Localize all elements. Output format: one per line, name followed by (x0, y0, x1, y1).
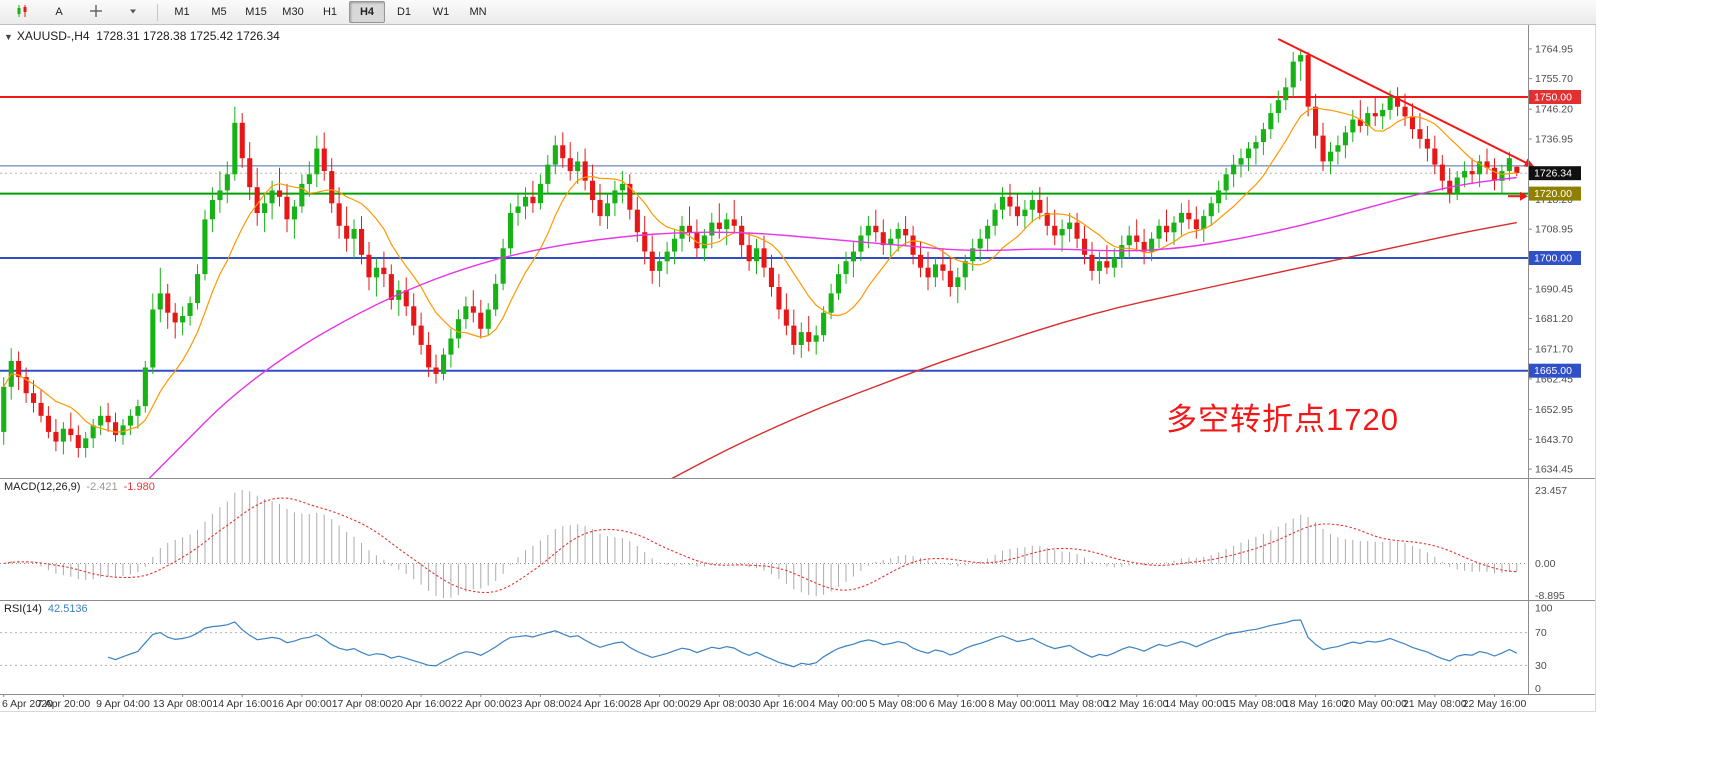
svg-text:22 May 16:00: 22 May 16:00 (1463, 698, 1527, 710)
timeframe-button-H4[interactable]: H4 (349, 1, 385, 23)
timeframe-button-H1[interactable]: H1 (322, 6, 338, 18)
svg-text:-8.895: -8.895 (1535, 590, 1565, 602)
indicators-dropdown-button[interactable] (115, 1, 151, 23)
svg-text:1726.34: 1726.34 (1534, 168, 1572, 180)
svg-text:1634.45: 1634.45 (1535, 464, 1573, 476)
svg-text:23 Apr 08:00: 23 Apr 08:00 (511, 698, 571, 710)
svg-text:1708.95: 1708.95 (1535, 224, 1573, 236)
svg-text:100: 100 (1535, 603, 1553, 615)
macd-indicator-label: MACD(12,26,9) -2.421 -1.980 (4, 481, 155, 493)
moving-averages-layer (3, 107, 1517, 478)
panel-separators[interactable] (0, 0, 1596, 712)
svg-text:14 May 00:00: 14 May 00:00 (1164, 698, 1228, 710)
svg-text:6 May 16:00: 6 May 16:00 (929, 698, 987, 710)
svg-text:70: 70 (1535, 627, 1547, 639)
rsi-name: RSI(14) (4, 603, 42, 615)
chart-symbol: XAUUSD-,H4 (16, 29, 90, 43)
price-badge (1529, 166, 1581, 181)
svg-text:15 May 08:00: 15 May 08:00 (1224, 698, 1288, 710)
svg-text:9 Apr 04:00: 9 Apr 04:00 (96, 698, 150, 710)
annotations-layer[interactable] (1277, 38, 1536, 201)
svg-text:1750.00: 1750.00 (1534, 92, 1572, 104)
svg-text:6 Apr 2020: 6 Apr 2020 (2, 698, 53, 710)
svg-text:30: 30 (1535, 660, 1547, 672)
svg-text:1671.70: 1671.70 (1535, 344, 1573, 356)
toolbar-separator (157, 3, 158, 21)
macd-name: MACD(12,26,9) (4, 481, 81, 493)
svg-text:17 Apr 08:00: 17 Apr 08:00 (332, 698, 392, 710)
svg-text:28 Apr 00:00: 28 Apr 00:00 (630, 698, 690, 710)
macd-signal-value: -1.980 (123, 481, 155, 493)
price-arrow-icon (1520, 191, 1528, 201)
svg-text:29 Apr 08:00: 29 Apr 08:00 (690, 698, 750, 710)
svg-text:7 Apr 20:00: 7 Apr 20:00 (37, 698, 91, 710)
svg-text:1755.70: 1755.70 (1535, 73, 1573, 85)
svg-text:20 May 00:00: 20 May 00:00 (1343, 698, 1407, 710)
svg-text:23.457: 23.457 (1535, 485, 1567, 497)
price-badge (1529, 251, 1581, 265)
timeframe-button-D1[interactable]: D1 (396, 6, 412, 18)
svg-text:1736.95: 1736.95 (1535, 134, 1573, 146)
chart-title: ▼ XAUUSD-,H4 1728.31 1728.38 1725.42 1726… (4, 29, 280, 43)
timeframe-button-W1[interactable]: W1 (432, 6, 450, 18)
toolbar: A M1 M5 M15 M30 H1 H4 D1 W1 MN (0, 0, 1596, 25)
svg-text:1700.00: 1700.00 (1534, 253, 1572, 265)
candles-icon (15, 4, 29, 21)
svg-text:18 May 16:00: 18 May 16:00 (1284, 698, 1348, 710)
svg-text:1681.20: 1681.20 (1535, 313, 1573, 325)
svg-text:1764.95: 1764.95 (1535, 43, 1573, 55)
chart-ohlc: 1728.31 1728.38 1725.42 1726.34 (96, 29, 280, 43)
svg-text:1643.70: 1643.70 (1535, 434, 1573, 446)
crosshair-button[interactable] (78, 1, 114, 23)
svg-text:0: 0 (1535, 683, 1541, 695)
chart-type-button[interactable] (4, 1, 40, 23)
trendline-arrowhead (1523, 158, 1535, 168)
svg-text:12 May 16:00: 12 May 16:00 (1105, 698, 1169, 710)
price-badge (1529, 363, 1581, 378)
svg-text:13 Apr 08:00: 13 Apr 08:00 (153, 698, 213, 710)
rsi-panel (0, 619, 1528, 668)
rsi-value: 42.5136 (47, 603, 88, 615)
timeframe-button-M5[interactable]: M5 (211, 6, 227, 18)
timeframe-button-M15[interactable]: M15 (245, 6, 267, 18)
price-badge (1529, 186, 1581, 201)
svg-text:1690.45: 1690.45 (1535, 283, 1573, 295)
svg-text:24 Apr 16:00: 24 Apr 16:00 (570, 698, 630, 710)
svg-text:22 Apr 00:00: 22 Apr 00:00 (451, 698, 511, 710)
svg-text:16 Apr 00:00: 16 Apr 00:00 (272, 698, 332, 710)
timeframe-button-M1[interactable]: M1 (174, 6, 190, 18)
svg-text:14 Apr 16:00: 14 Apr 16:00 (212, 698, 272, 710)
svg-text:1652.95: 1652.95 (1535, 404, 1573, 416)
rsi-indicator-label: RSI(14) 42.5136 (4, 603, 88, 615)
svg-text:21 May 08:00: 21 May 08:00 (1403, 698, 1467, 710)
svg-text:11 May 08:00: 11 May 08:00 (1046, 698, 1109, 710)
svg-text:30 Apr 16:00: 30 Apr 16:00 (749, 698, 809, 710)
svg-text:1746.20: 1746.20 (1535, 104, 1573, 116)
price-scale[interactable]: 1764.951755.701746.201736.951718.201708.… (1528, 43, 1581, 695)
trade-annotation-text: 多空转折点1720 (1166, 402, 1399, 437)
timeframe-group: M1 M5 M15 M30 H1 H4 D1 W1 MN (164, 1, 496, 23)
crosshair-icon (89, 4, 103, 21)
text-tool-button[interactable]: A (55, 6, 63, 18)
macd-panel (0, 490, 1528, 598)
collapse-arrow-icon[interactable]: ▼ (4, 32, 13, 42)
timeframe-button-MN[interactable]: MN (469, 6, 487, 18)
macd-main-value: -2.421 (86, 481, 118, 493)
timeframe-button-M30[interactable]: M30 (282, 6, 304, 18)
price-badge (1529, 90, 1581, 104)
svg-text:5 May 08:00: 5 May 08:00 (869, 698, 927, 710)
svg-text:1720.00: 1720.00 (1534, 188, 1572, 200)
svg-text:4 May 00:00: 4 May 00:00 (810, 698, 868, 710)
chevron-down-icon (128, 6, 138, 19)
svg-text:0.00: 0.00 (1535, 558, 1556, 570)
svg-text:20 Apr 16:00: 20 Apr 16:00 (391, 698, 451, 710)
svg-text:8 May 00:00: 8 May 00:00 (989, 698, 1047, 710)
svg-text:1665.00: 1665.00 (1534, 365, 1572, 377)
